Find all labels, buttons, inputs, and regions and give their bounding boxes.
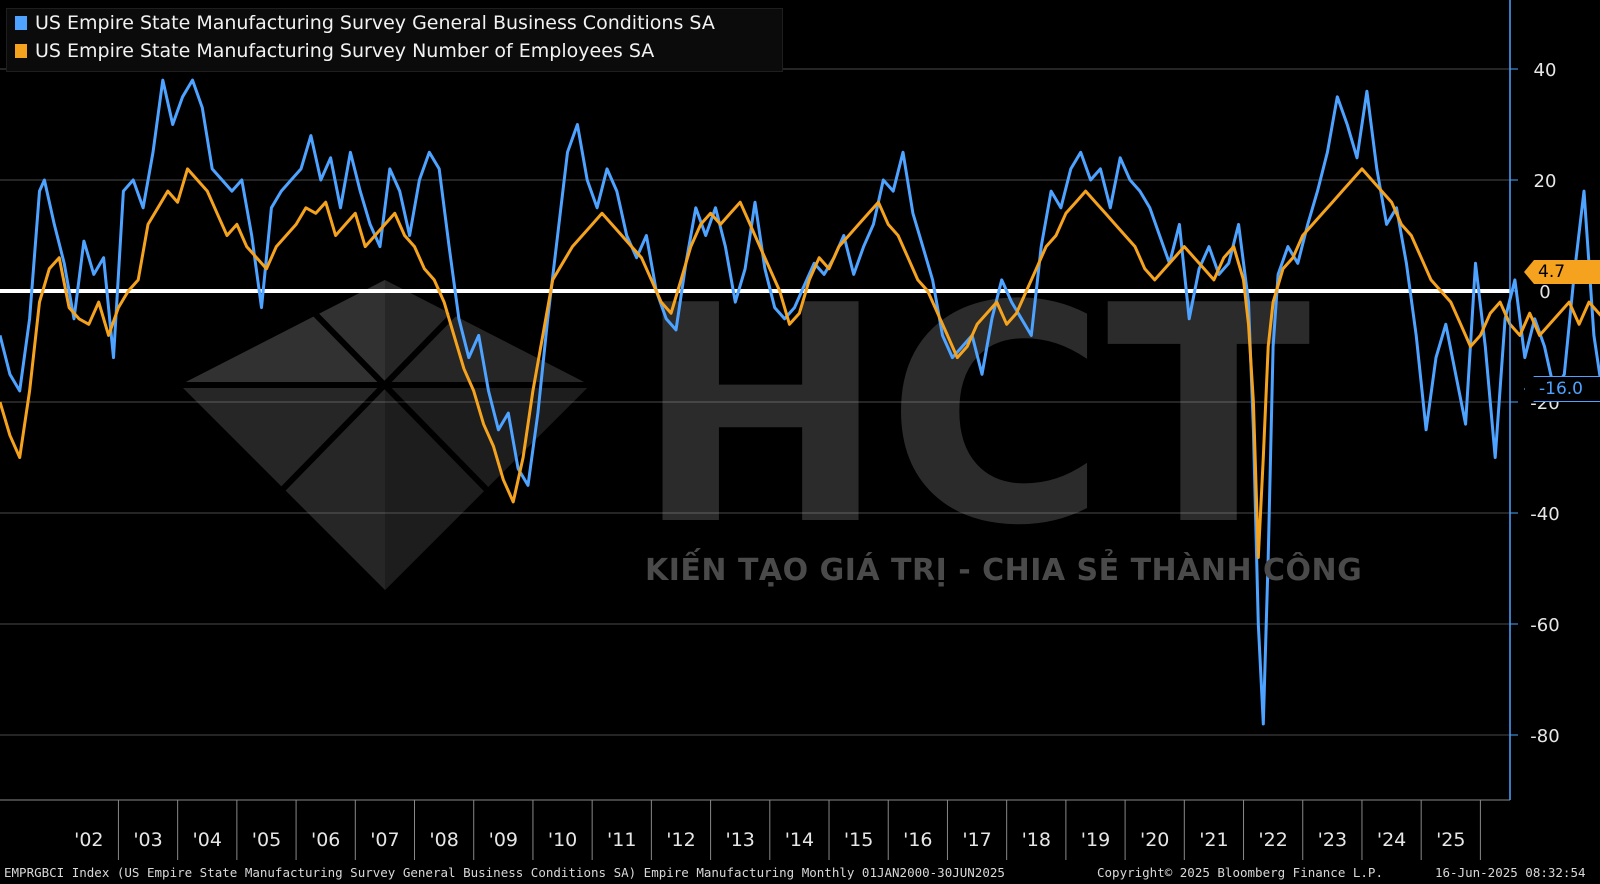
y-tick-label: -80 [1530,726,1559,747]
x-tick-label: '13 [725,829,754,851]
y-tick-label: -60 [1530,615,1559,636]
watermark-logo: HCT [180,242,1312,591]
legend-label: US Empire State Manufacturing Survey Gen… [35,12,715,34]
grid-lines [0,68,1510,736]
legend-swatch-blue [15,16,27,30]
watermark-tagline: KIẾN TẠO GIÁ TRỊ - CHIA SẺ THÀNH CÔNG [645,553,1363,588]
x-tick-label: '23 [1318,829,1347,851]
y-tick-label: -40 [1530,504,1559,525]
watermark-logo-text: HCT [635,242,1312,591]
legend: US Empire State Manufacturing Survey Gen… [6,8,783,72]
x-tick-label: '03 [133,829,162,851]
y-tick-label: 20 [1534,171,1557,192]
x-tick-label: '09 [489,829,518,851]
legend-swatch-orange [15,44,27,58]
x-tick-label: '25 [1436,829,1465,851]
x-tick-label: '07 [370,829,399,851]
series-lines [0,78,1600,726]
last-value-tag-employees: 4.7 [1524,260,1600,284]
x-tick-label: '02 [74,829,103,851]
footer: EMPRGBCI Index (US Empire State Manufact… [0,862,1600,884]
legend-item-business-conditions[interactable]: US Empire State Manufacturing Survey Gen… [7,9,782,37]
x-tick-label: '11 [607,829,636,851]
x-tick-label: '16 [903,829,932,851]
x-tick-label: '21 [1199,829,1228,851]
x-tick-label: '12 [666,829,695,851]
x-tick-label: '10 [548,829,577,851]
x-axis: '02 '03 '04 '05 '06 '07 '08 '09 '10 '11 '12 '13 '14 '… [0,799,1510,860]
x-tick-label: '05 [252,829,281,851]
x-tick-label: '18 [1022,829,1051,851]
footer-copyright: Copyright© 2025 Bloomberg Finance L.P. [1097,865,1383,880]
x-tick-label: '04 [193,829,222,851]
y-tick-label: 40 [1534,60,1557,81]
legend-label: US Empire State Manufacturing Survey Num… [35,40,655,62]
footer-description: EMPRGBCI Index (US Empire State Manufact… [4,865,1005,880]
x-tick-label: '24 [1377,829,1406,851]
y-tick-label: 0 [1539,282,1550,303]
x-tick-label: '15 [844,829,873,851]
x-tick-label: '17 [962,829,991,851]
series-line-employees [0,167,1600,559]
x-tick-label: '19 [1081,829,1110,851]
footer-timestamp: 16-Jun-2025 08:32:54 [1435,865,1586,880]
legend-item-employees[interactable]: US Empire State Manufacturing Survey Num… [7,37,782,65]
x-tick-label: '08 [429,829,458,851]
x-tick-label: '20 [1140,829,1169,851]
x-tick-label: '14 [785,829,814,851]
x-tick-label: '22 [1258,829,1287,851]
x-tick-label: '06 [311,829,340,851]
last-value-tag-business-conditions: -16.0 [1524,376,1600,402]
